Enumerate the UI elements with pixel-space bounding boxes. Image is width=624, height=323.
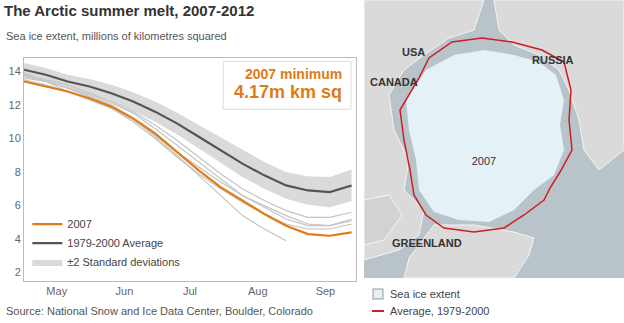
svg-text:May: May xyxy=(46,285,67,297)
svg-text:10: 10 xyxy=(9,132,21,144)
svg-text:2007: 2007 xyxy=(67,218,91,230)
svg-text:±2 Standard deviations: ±2 Standard deviations xyxy=(67,256,180,268)
svg-text:2007: 2007 xyxy=(472,155,496,167)
svg-text:1979-2000 Average: 1979-2000 Average xyxy=(67,237,163,249)
svg-text:Sep: Sep xyxy=(316,285,336,297)
svg-text:The Arctic summer melt, 2007-2: The Arctic summer melt, 2007-2012 xyxy=(4,2,254,19)
svg-text:6: 6 xyxy=(15,199,21,211)
svg-text:Jul: Jul xyxy=(183,285,197,297)
svg-text:2: 2 xyxy=(15,266,21,278)
svg-text:Sea ice extent, millions of ki: Sea ice extent, millions of kilometres s… xyxy=(6,30,227,42)
svg-text:12: 12 xyxy=(9,99,21,111)
svg-text:14: 14 xyxy=(9,65,21,77)
svg-text:USA: USA xyxy=(402,46,425,58)
svg-text:GREENLAND: GREENLAND xyxy=(392,237,462,249)
svg-text:8: 8 xyxy=(15,166,21,178)
svg-text:Average, 1979-2000: Average, 1979-2000 xyxy=(390,305,490,317)
svg-text:Source: National Snow and Ice: Source: National Snow and Ice Data Cente… xyxy=(6,305,313,317)
svg-text:RUSSIA: RUSSIA xyxy=(532,54,574,66)
svg-text:Sea ice extent: Sea ice extent xyxy=(390,288,460,300)
svg-text:4: 4 xyxy=(15,233,21,245)
svg-text:4.17m km sq: 4.17m km sq xyxy=(234,82,342,102)
svg-text:2007 minimum: 2007 minimum xyxy=(245,66,342,82)
svg-text:CANADA: CANADA xyxy=(370,76,418,88)
svg-text:Aug: Aug xyxy=(248,285,268,297)
svg-text:Jun: Jun xyxy=(116,285,134,297)
